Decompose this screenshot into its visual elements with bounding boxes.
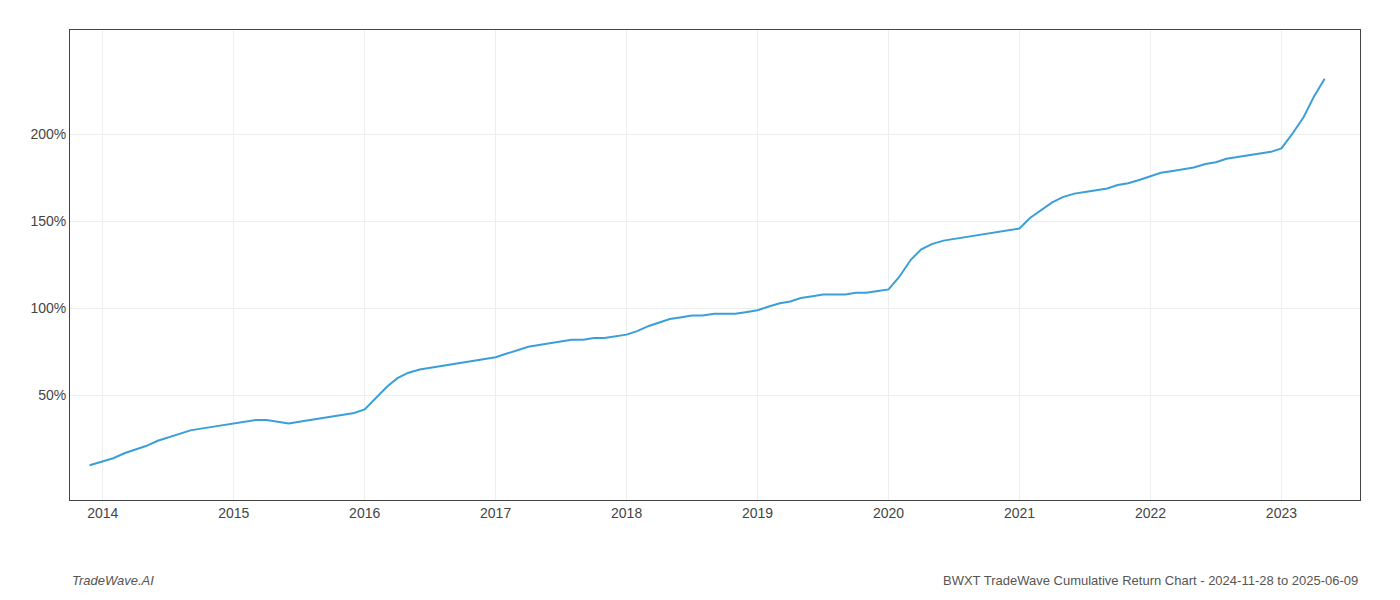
svg-text:2014: 2014 bbox=[87, 505, 118, 521]
svg-text:2020: 2020 bbox=[873, 505, 904, 521]
svg-text:2017: 2017 bbox=[480, 505, 511, 521]
svg-text:2022: 2022 bbox=[1135, 505, 1166, 521]
svg-text:BWXT TradeWave Cumulative Retu: BWXT TradeWave Cumulative Return Chart -… bbox=[943, 573, 1358, 588]
svg-text:150%: 150% bbox=[30, 213, 66, 229]
svg-text:2021: 2021 bbox=[1004, 505, 1035, 521]
svg-text:50%: 50% bbox=[38, 387, 66, 403]
svg-text:2015: 2015 bbox=[218, 505, 249, 521]
svg-text:200%: 200% bbox=[30, 126, 66, 142]
svg-text:2016: 2016 bbox=[349, 505, 380, 521]
svg-text:2023: 2023 bbox=[1266, 505, 1297, 521]
svg-text:2019: 2019 bbox=[742, 505, 773, 521]
svg-text:100%: 100% bbox=[30, 300, 66, 316]
svg-text:2018: 2018 bbox=[611, 505, 642, 521]
svg-text:TradeWave.AI: TradeWave.AI bbox=[72, 573, 154, 588]
